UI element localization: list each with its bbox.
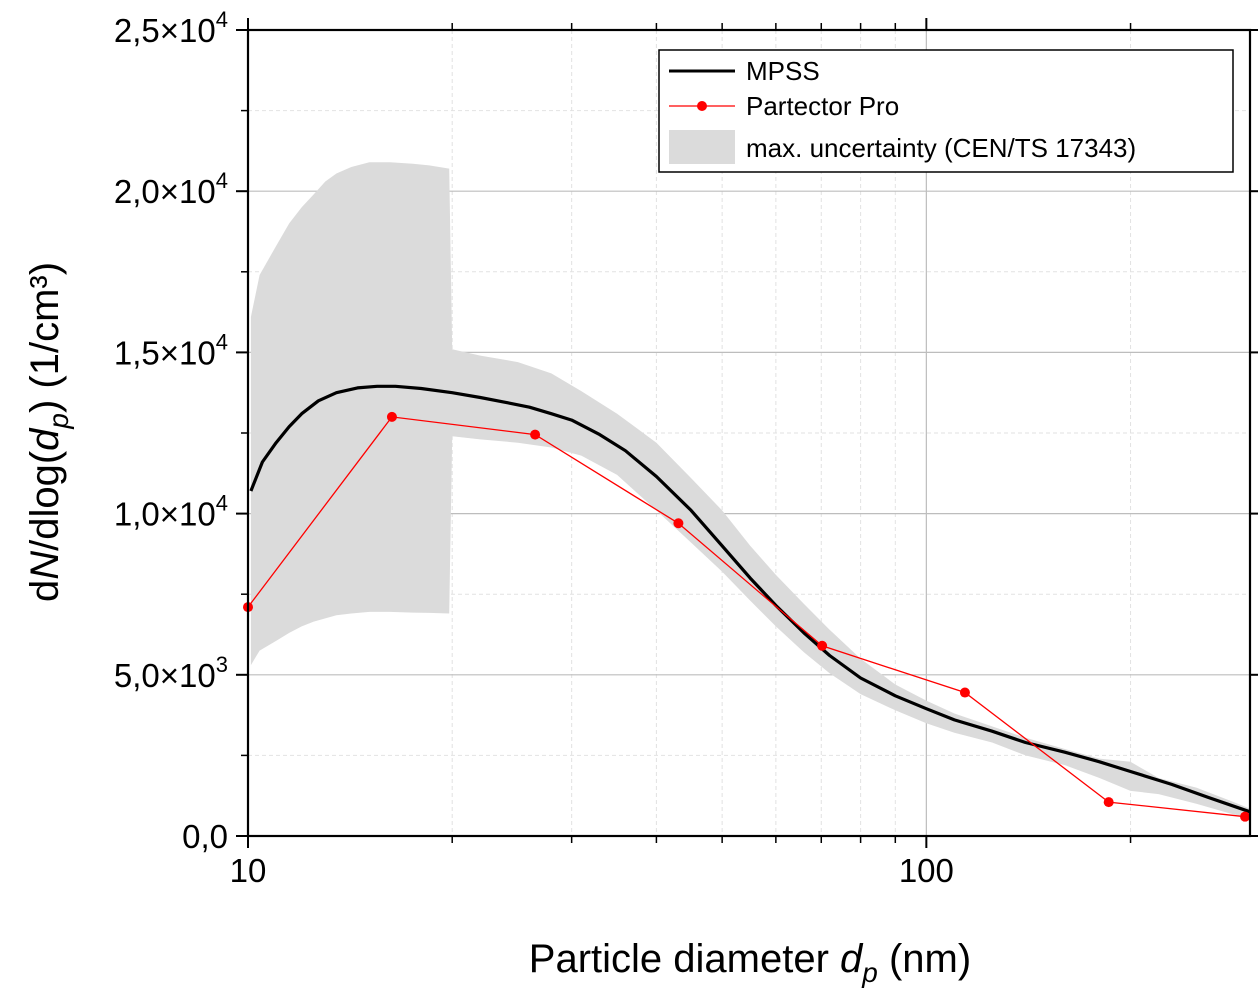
x-axis-title-unit: (nm) <box>878 937 971 981</box>
series-layer <box>243 384 1251 822</box>
y-axis-title: dN/dlog(dp) (1/cm³) <box>23 262 74 602</box>
x-axis-title: Particle diameter dp (nm) <box>529 937 971 988</box>
y-tick-mantissa: 2,0×10 <box>114 173 216 210</box>
legend: MPSS Partector Pro max. uncertainty (CEN… <box>658 49 1234 173</box>
data-point-partector <box>959 687 970 698</box>
y-tick-exponent: 4 <box>216 491 228 516</box>
y-tick-label: 5,0×103 <box>114 652 228 694</box>
x-tick-label: 100 <box>899 852 954 889</box>
legend-box <box>658 49 1234 173</box>
y-tick-exponent: 4 <box>216 329 228 354</box>
y-axis-title-pre: d <box>23 580 67 602</box>
x-axis-title-var: d <box>840 937 864 981</box>
data-point-partector <box>386 411 397 422</box>
legend-label-uncertainty: max. uncertainty (CEN/TS 17343) <box>746 133 1136 163</box>
y-tick-mantissa: 5,0×10 <box>114 657 216 694</box>
data-point-partector <box>817 640 828 651</box>
axis-ticks <box>236 18 1258 848</box>
data-point-partector <box>1103 797 1114 808</box>
legend-marker-partector <box>697 101 707 111</box>
y-tick-label: 2,0×104 <box>114 168 228 210</box>
y-tick-label: 2,5×104 <box>114 7 228 49</box>
y-tick-exponent: 4 <box>216 7 228 32</box>
legend-label-mpss: MPSS <box>746 56 820 86</box>
uncertainty-band-layer <box>250 162 1250 819</box>
y-tick-label: 1,5×104 <box>114 329 228 371</box>
y-tick-mantissa: 1,0×10 <box>114 496 216 533</box>
y-tick-label: 0,0 <box>182 818 228 855</box>
y-tick-mantissa: 0,0 <box>182 818 228 855</box>
data-point-partector <box>673 518 684 529</box>
data-point-partector <box>1240 811 1251 822</box>
legend-label-partector: Partector Pro <box>746 91 899 121</box>
y-tick-mantissa: 2,5×10 <box>114 12 216 49</box>
x-axis-title-main: Particle diameter <box>529 937 840 981</box>
x-axis-title-sub: p <box>861 957 878 988</box>
y-tick-label: 1,0×104 <box>114 491 228 533</box>
uncertainty-band <box>250 162 1250 819</box>
y-axis-title-sub: p <box>43 413 74 430</box>
y-axis-title-post: ) (1/cm³) <box>23 262 67 413</box>
y-tick-mantissa: 1,5×10 <box>114 334 216 371</box>
series-line-mpss <box>249 384 1251 814</box>
y-axis-title-n: N <box>23 551 67 580</box>
y-tick-exponent: 3 <box>216 652 228 677</box>
y-tick-exponent: 4 <box>216 168 228 193</box>
x-tick-label: 10 <box>230 852 267 889</box>
data-point-partector <box>530 429 541 440</box>
series-line-partector <box>247 416 1246 818</box>
y-axis-title-mid: /dlog( <box>23 450 67 551</box>
tick-labels: 10 1000,05,0×1031,0×1041,5×1042,0×1042,5×… <box>114 7 954 889</box>
y-axis-title-var: d <box>23 427 67 451</box>
legend-swatch-uncertainty <box>669 130 735 164</box>
